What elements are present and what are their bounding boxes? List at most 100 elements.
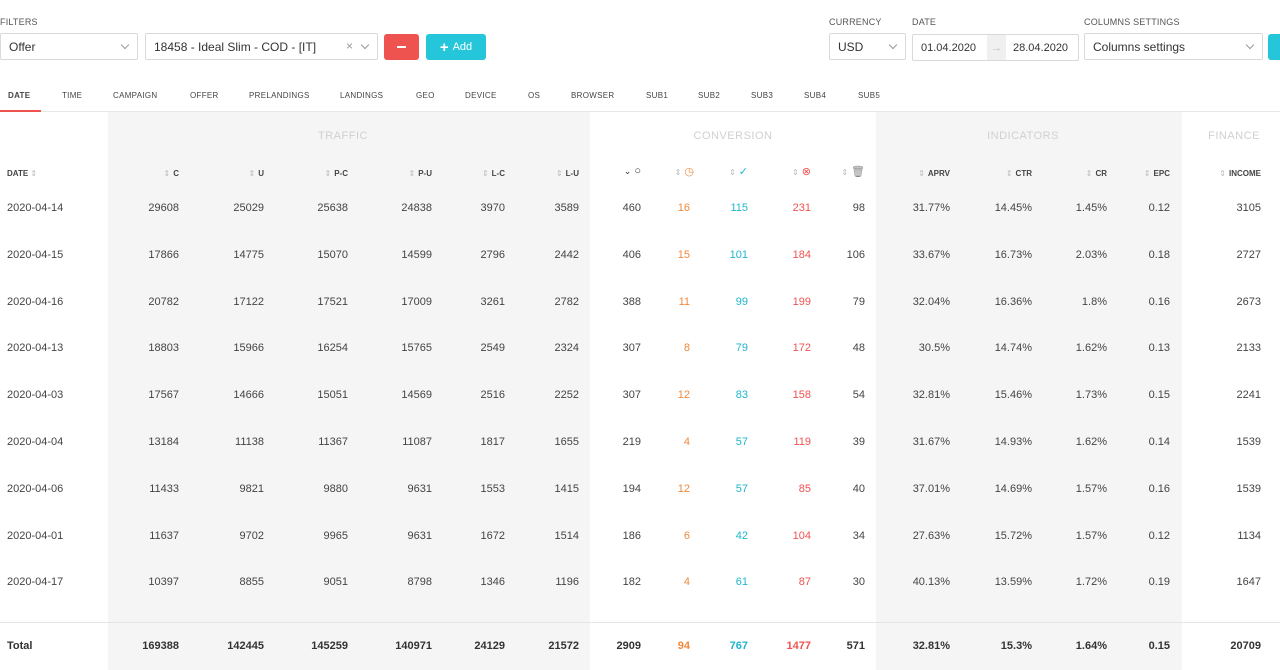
header-conv-total[interactable]: ⌄ ○ xyxy=(624,165,641,177)
cell-conv-total: 194 xyxy=(622,482,641,495)
cell-cr: 1.62% xyxy=(1075,342,1107,355)
header-pu[interactable]: ⇕ P-U xyxy=(409,169,432,178)
header-u-label: U xyxy=(258,169,264,178)
circle-icon: ○ xyxy=(634,165,641,177)
cell-conv-pending: 4 xyxy=(683,436,690,448)
cell-conv-pending: 15 xyxy=(677,248,690,261)
tab-browser[interactable]: BROWSER xyxy=(571,91,615,100)
header-conv-rejected[interactable]: ⇕ ⊗ xyxy=(792,165,811,178)
sort-icon: ⇕ xyxy=(248,169,256,178)
tab-sub4[interactable]: SUB4 xyxy=(804,91,827,100)
header-cr[interactable]: ⇕ CR xyxy=(1086,169,1107,178)
tab-date[interactable]: DATE xyxy=(8,91,31,100)
cell-income: 1134 xyxy=(1237,529,1261,542)
header-conv-pending[interactable]: ⇕ ◷ xyxy=(675,165,694,178)
date-to[interactable]: 28.04.2020 xyxy=(1013,42,1069,54)
cell-pu: 8798 xyxy=(407,576,432,589)
header-ctr[interactable]: ⇕ CTR xyxy=(1006,169,1032,178)
group-indicators: INDICATORS xyxy=(987,130,1059,142)
header-epc[interactable]: ⇕ EPC xyxy=(1144,169,1170,178)
tab-prelandings[interactable]: PRELANDINGS xyxy=(249,91,310,100)
cell-ctr: 16.36% xyxy=(994,295,1032,308)
cell-conv-rejected: 172 xyxy=(792,342,811,355)
tab-geo[interactable]: GEO xyxy=(416,91,435,100)
filter-type-value: Offer xyxy=(9,39,36,54)
date-range-picker[interactable]: 01.04.2020 → 28.04.2020 xyxy=(912,34,1079,61)
cell-ctr: 14.93% xyxy=(994,436,1032,448)
header-u[interactable]: ⇕ U xyxy=(249,169,264,178)
header-date[interactable]: DATE ⇕ xyxy=(7,169,40,178)
tab-campaign[interactable]: CAMPAIGN xyxy=(113,91,158,100)
tab-sub1[interactable]: SUB1 xyxy=(646,91,669,100)
header-c[interactable]: ⇕ C xyxy=(164,169,179,178)
date-from[interactable]: 01.04.2020 xyxy=(921,42,977,54)
tab-sub3[interactable]: SUB3 xyxy=(751,91,774,100)
columns-settings-select[interactable]: Columns settings xyxy=(1084,33,1263,60)
cell-conv-approved: 79 xyxy=(735,342,748,355)
cell-income: 2727 xyxy=(1236,248,1261,261)
tab-time[interactable]: TIME xyxy=(62,91,83,100)
cell-lu: 3589 xyxy=(554,202,579,214)
cell-lu: 1655 xyxy=(554,436,579,448)
currency-select[interactable]: USD xyxy=(829,33,906,60)
tab-offer[interactable]: OFFER xyxy=(190,91,219,100)
cell-conv-total: 182 xyxy=(622,576,641,589)
tab-os[interactable]: OS xyxy=(528,91,541,100)
sort-icon: ⇕ xyxy=(408,169,416,178)
filter-type-select[interactable]: Offer xyxy=(0,33,138,60)
cell-conv-total: 406 xyxy=(622,248,641,261)
clear-icon[interactable]: × xyxy=(345,39,353,53)
cell-epc: 0.12 xyxy=(1148,529,1170,542)
header-lu[interactable]: ⇕ L-U xyxy=(556,169,579,178)
cell-conv-rejected: 1477 xyxy=(786,640,811,652)
tab-device[interactable]: DEVICE xyxy=(465,91,497,100)
header-cr-label: CR xyxy=(1095,169,1107,178)
cell-aprv: 27.63% xyxy=(912,529,950,542)
cell-lc: 1346 xyxy=(480,576,505,589)
header-conv-approved[interactable]: ⇕ ✓ xyxy=(729,165,748,178)
cell-epc: 0.16 xyxy=(1148,482,1170,495)
cell-income: 1647 xyxy=(1236,576,1261,589)
cell-pu: 14569 xyxy=(401,389,432,402)
header-aprv[interactable]: ⇕ APRV xyxy=(918,169,950,178)
header-pu-label: P-U xyxy=(418,169,432,178)
cell-epc: 0.14 xyxy=(1148,436,1170,448)
cell-date: 2020-04-14 xyxy=(7,202,64,214)
header-lc[interactable]: ⇕ L-C xyxy=(482,169,505,178)
cell-c: 20782 xyxy=(148,295,179,308)
tab-sub5[interactable]: SUB5 xyxy=(858,91,881,100)
sort-icon: ⇕ xyxy=(1219,169,1226,178)
cell-conv-rejected: 184 xyxy=(792,248,811,261)
remove-filter-button[interactable] xyxy=(384,34,419,60)
sort-icon: ⇕ xyxy=(1005,169,1013,178)
export-button[interactable] xyxy=(1268,34,1280,60)
cell-conv-pending: 94 xyxy=(677,640,690,652)
sort-icon: ⇕ xyxy=(1085,169,1093,178)
cell-conv-total: 2909 xyxy=(616,640,641,652)
tab-sub2[interactable]: SUB2 xyxy=(698,91,721,100)
cell-u: 14775 xyxy=(233,248,264,261)
add-filter-button[interactable]: + Add xyxy=(426,34,486,60)
cell-c: 29608 xyxy=(148,202,179,214)
cell-pc: 9965 xyxy=(323,529,348,542)
cell-conv-pending: 4 xyxy=(683,576,690,589)
header-income[interactable]: ⇕ INCOME xyxy=(1219,169,1261,178)
cell-income: 2241 xyxy=(1236,389,1261,402)
tab-landings[interactable]: LANDINGS xyxy=(340,91,384,100)
chevron-down-icon: ⌄ xyxy=(623,166,632,176)
cell-income: 2673 xyxy=(1236,295,1261,308)
cell-aprv: 37.01% xyxy=(912,482,950,495)
sort-icon: ⇕ xyxy=(1143,169,1151,178)
cell-ctr: 13.59% xyxy=(994,576,1032,589)
header-pc[interactable]: ⇕ P-C xyxy=(325,169,348,178)
header-conv-trash[interactable]: ⇕ 🗑 xyxy=(841,165,865,178)
cell-conv-rejected: 119 xyxy=(793,436,811,448)
cell-conv-approved: 57 xyxy=(735,482,748,495)
filter-value-select[interactable]: 18458 - Ideal Slim - COD - [IT] × xyxy=(145,33,378,60)
header-ctr-label: CTR xyxy=(1015,169,1032,178)
cell-conv-rejected: 104 xyxy=(792,529,811,542)
cell-c: 169388 xyxy=(142,640,179,652)
cell-cr: 1.57% xyxy=(1075,482,1107,495)
cell-lu: 2442 xyxy=(554,248,579,261)
cell-ctr: 14.74% xyxy=(994,342,1032,355)
